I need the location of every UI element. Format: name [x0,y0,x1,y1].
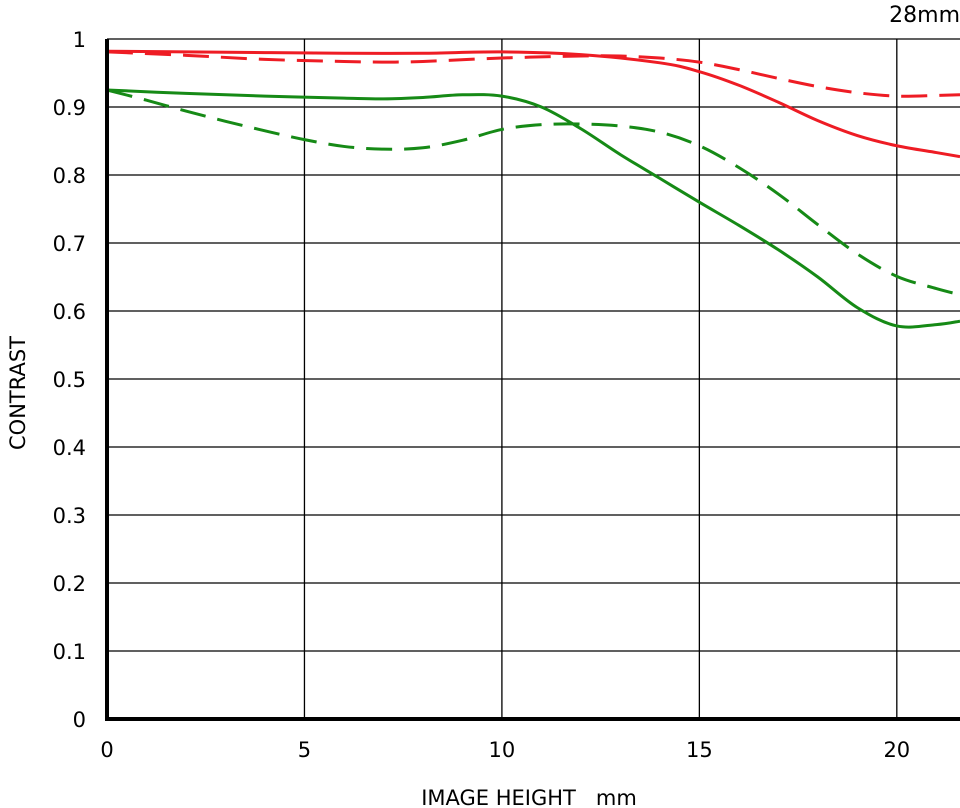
series-line-2 [106,50,960,98]
y-tick-label: 0.5 [53,368,86,392]
y-tick-label: 0.2 [53,572,86,596]
y-tick-label: 0.4 [53,436,86,460]
series-line-4 [106,88,960,297]
y-tick-label: 1 [73,28,86,52]
y-tick-label: 0.3 [53,504,86,528]
x-tick-label: 0 [100,738,113,762]
axes [105,39,960,721]
y-tick-label: 0.1 [53,640,86,664]
y-tick-labels: 0 0.1 0.2 0.3 0.4 0.5 0.6 0.7 0.8 0.9 1 [53,28,86,732]
y-tick-label: 0.6 [53,300,86,324]
x-axis-title: IMAGE HEIGHT mm [421,786,637,808]
series-lines [106,49,960,329]
x-tick-labels: 0 5 10 15 20 [100,738,910,762]
series-line-1 [106,49,960,159]
y-tick-label: 0.7 [53,232,86,256]
x-tick-label: 10 [489,738,516,762]
y-tick-label: 0.8 [53,164,86,188]
x-tick-label: 5 [298,738,311,762]
x-tick-label: 15 [686,738,713,762]
y-tick-label: 0.9 [53,96,86,120]
grid-lines [107,38,960,719]
y-tick-label: 0 [73,708,86,732]
chart-title: 28mm [889,3,960,28]
y-axis-title: CONTRAST [6,336,30,450]
series-line-3 [106,88,960,329]
x-tick-label: 20 [883,738,910,762]
